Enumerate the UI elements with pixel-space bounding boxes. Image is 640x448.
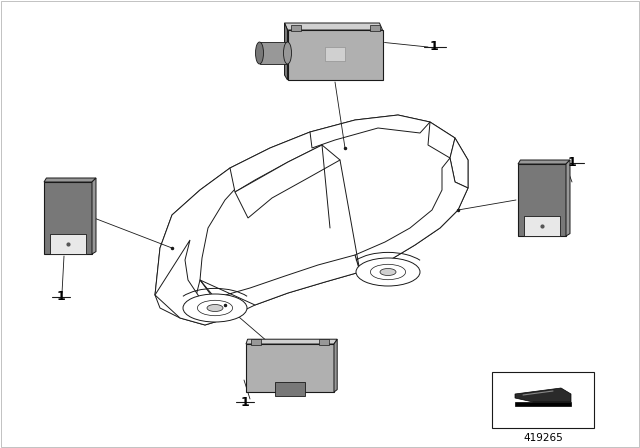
Polygon shape: [235, 145, 340, 218]
Ellipse shape: [380, 268, 396, 276]
Polygon shape: [355, 158, 468, 272]
Ellipse shape: [197, 300, 232, 316]
Polygon shape: [518, 160, 570, 164]
Bar: [319, 339, 329, 345]
Polygon shape: [44, 178, 96, 182]
Bar: [50, 234, 86, 254]
Bar: [259, 42, 287, 64]
Polygon shape: [450, 138, 468, 188]
Ellipse shape: [371, 264, 406, 280]
Ellipse shape: [255, 42, 264, 64]
Polygon shape: [566, 160, 570, 236]
Polygon shape: [246, 344, 334, 392]
Polygon shape: [200, 255, 360, 305]
Polygon shape: [428, 122, 455, 158]
Polygon shape: [44, 182, 92, 254]
Polygon shape: [92, 178, 96, 254]
Polygon shape: [518, 164, 566, 236]
Text: 1: 1: [429, 40, 438, 53]
Polygon shape: [287, 30, 383, 80]
Polygon shape: [155, 240, 228, 325]
Bar: [251, 339, 261, 345]
Polygon shape: [155, 115, 468, 325]
Polygon shape: [515, 402, 571, 406]
Bar: [291, 25, 301, 31]
Ellipse shape: [284, 42, 291, 64]
Bar: [325, 47, 345, 61]
Bar: [369, 25, 380, 31]
Text: 1: 1: [56, 290, 65, 303]
Polygon shape: [310, 115, 430, 148]
Text: 419265: 419265: [523, 433, 563, 443]
Bar: [275, 382, 305, 396]
Ellipse shape: [356, 258, 420, 286]
Polygon shape: [155, 168, 245, 300]
Polygon shape: [515, 388, 571, 402]
Ellipse shape: [207, 305, 223, 311]
Text: 1: 1: [241, 396, 250, 409]
Text: 1: 1: [568, 156, 577, 169]
Ellipse shape: [183, 294, 247, 322]
Polygon shape: [285, 23, 287, 80]
Polygon shape: [334, 339, 337, 392]
Bar: [492, 372, 594, 428]
Polygon shape: [246, 339, 337, 344]
Bar: [524, 216, 560, 236]
Polygon shape: [230, 132, 322, 192]
Polygon shape: [285, 23, 383, 30]
